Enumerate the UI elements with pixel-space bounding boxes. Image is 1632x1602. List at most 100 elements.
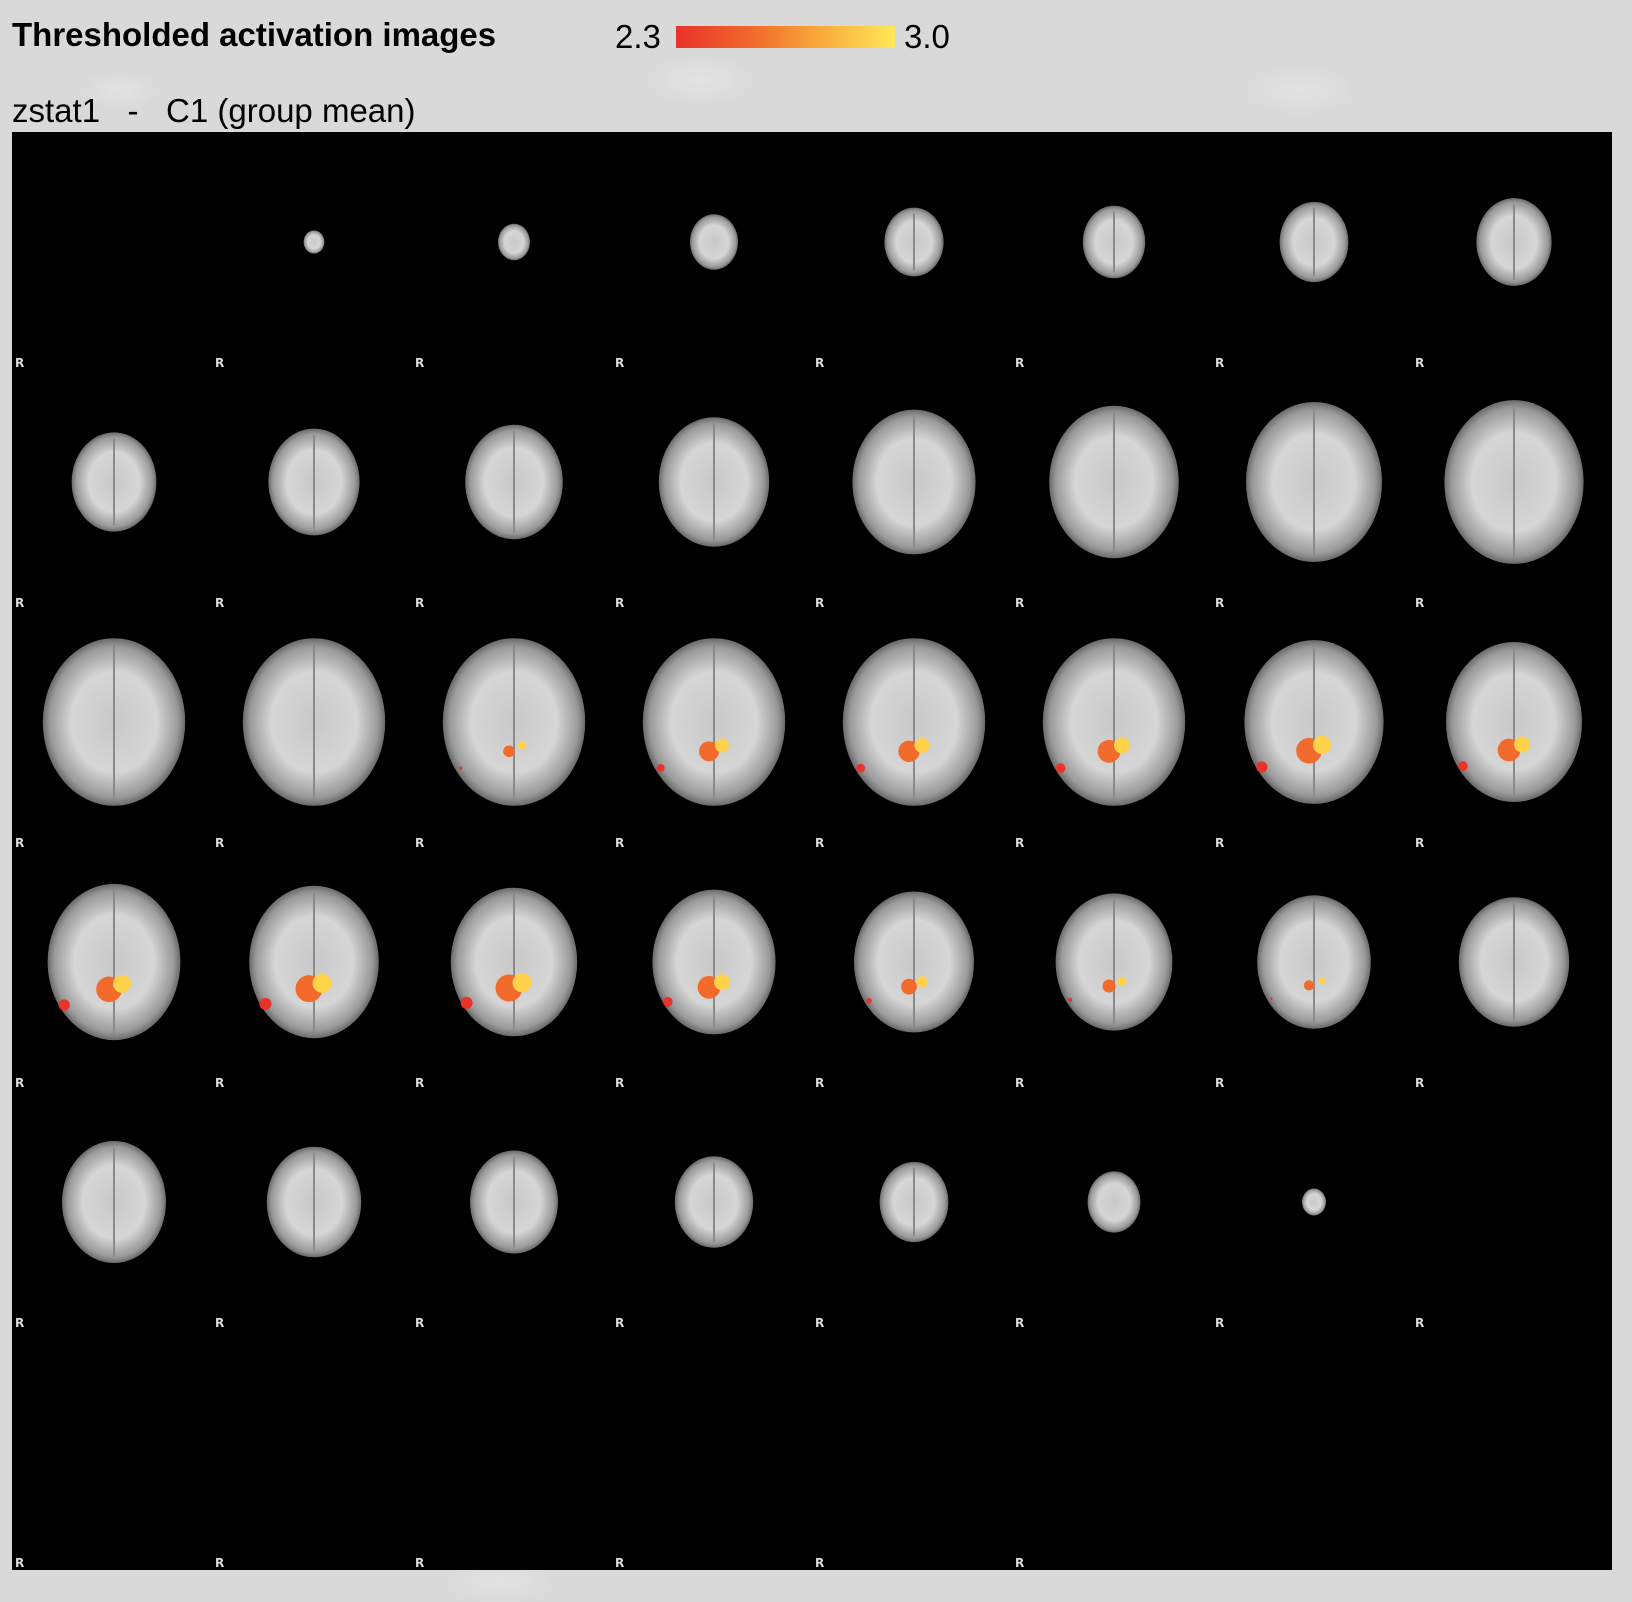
orientation-label: R [1015, 1076, 1025, 1090]
brain-slice: R [1212, 612, 1412, 852]
activation-cluster [1313, 735, 1331, 754]
slice-image [303, 230, 325, 254]
brain-slice: R [1212, 132, 1412, 372]
brain-slice: R [1412, 612, 1612, 852]
brain-slice: R [812, 1092, 1012, 1332]
orientation-label: R [1015, 356, 1025, 370]
activation-cluster [1068, 997, 1073, 1002]
slice-image [498, 223, 530, 261]
slice-image [442, 638, 586, 806]
page-title: Thresholded activation images [12, 16, 497, 53]
brain-slice: R [212, 612, 412, 852]
slice-image [1087, 1171, 1141, 1233]
slice-image [1082, 205, 1146, 279]
brain-slice: R [212, 372, 412, 612]
brain-slice: R [612, 852, 812, 1092]
slice-image [852, 409, 976, 555]
brain-slice: R [812, 612, 1012, 852]
activation-cluster [1117, 976, 1127, 986]
orientation-label: R [415, 1556, 425, 1570]
contrast-label: zstat1 - C1 (group mean) [12, 92, 416, 129]
activation-cluster [714, 974, 730, 991]
activation-cluster [1256, 761, 1268, 773]
slice-image [658, 417, 770, 547]
activation-cluster [259, 997, 272, 1010]
brain-slice: R [12, 1092, 212, 1332]
orientation-label: R [15, 596, 25, 610]
slice-image [1412, 1332, 1612, 1572]
orientation-label: R [415, 1316, 425, 1330]
activation-cluster [1270, 997, 1273, 1000]
brain-slice: R [1212, 852, 1412, 1092]
brain-tissue [1087, 1171, 1141, 1233]
slice-image [268, 428, 360, 536]
orientation-label: R [815, 1556, 825, 1570]
orientation-label: R [1415, 596, 1425, 610]
orientation-label: R [615, 1076, 625, 1090]
activation-cluster [1458, 761, 1468, 771]
orientation-label: R [615, 596, 625, 610]
slice-image [1244, 640, 1384, 804]
threshold-max-label: 3.0 [904, 18, 950, 55]
orientation-label: R [815, 356, 825, 370]
brain-slice: R [12, 852, 212, 1092]
brain-slice: R [1012, 612, 1212, 852]
activation-cluster [518, 741, 526, 750]
orientation-label: R [615, 356, 625, 370]
slice-image [1279, 201, 1349, 283]
orientation-label: R [615, 836, 625, 850]
brain-slice: R [1412, 372, 1612, 612]
slice-image [1458, 897, 1570, 1027]
slice-image [884, 207, 944, 277]
orientation-label: R [815, 1076, 825, 1090]
orientation-label: R [815, 1316, 825, 1330]
slice-image [42, 638, 186, 806]
slice-image [1412, 1092, 1612, 1332]
brain-tissue [690, 214, 738, 270]
slice-image [879, 1161, 949, 1243]
brain-slice [1212, 1332, 1412, 1572]
brain-slice: R [12, 612, 212, 852]
activation-cluster [916, 976, 928, 988]
activation-cluster [898, 740, 920, 763]
activation-cluster [656, 764, 665, 773]
orientation-label: R [215, 596, 225, 610]
slice-image [1042, 638, 1186, 806]
slice-image [242, 638, 386, 806]
orientation-label: R [215, 356, 225, 370]
threshold-min-label: 2.3 [615, 18, 661, 55]
orientation-label: R [1215, 596, 1225, 610]
slice-image [47, 883, 181, 1041]
brain-tissue [1302, 1188, 1326, 1216]
orientation-label: R [1015, 1556, 1025, 1570]
orientation-label: R [1215, 1316, 1225, 1330]
slice-image [812, 1332, 1012, 1572]
brain-slice: R [612, 372, 812, 612]
activation-cluster [1055, 763, 1066, 773]
brain-slice: R [212, 1092, 412, 1332]
brain-slice: R [612, 612, 812, 852]
slice-image [842, 638, 986, 806]
activation-cluster [1303, 980, 1315, 991]
orientation-label: R [1215, 836, 1225, 850]
activation-cluster [512, 973, 532, 993]
slice-image [1012, 1332, 1212, 1572]
orientation-label: R [1415, 836, 1425, 850]
orientation-label: R [1015, 596, 1025, 610]
orientation-label: R [415, 836, 425, 850]
orientation-label: R [1015, 836, 1025, 850]
brain-slice: R [212, 852, 412, 1092]
orientation-label: R [1415, 356, 1425, 370]
orientation-label: R [1415, 1076, 1425, 1090]
slice-image [62, 1141, 166, 1263]
slice-image [1246, 402, 1382, 562]
activation-cluster [460, 996, 473, 1009]
slice-image [12, 132, 212, 372]
activation-cluster [901, 978, 917, 995]
activation-cluster [312, 973, 332, 993]
orientation-label: R [1215, 356, 1225, 370]
orientation-label: R [415, 1076, 425, 1090]
orientation-label: R [415, 356, 425, 370]
brain-slice: R [1012, 132, 1212, 372]
orientation-label: R [415, 596, 425, 610]
